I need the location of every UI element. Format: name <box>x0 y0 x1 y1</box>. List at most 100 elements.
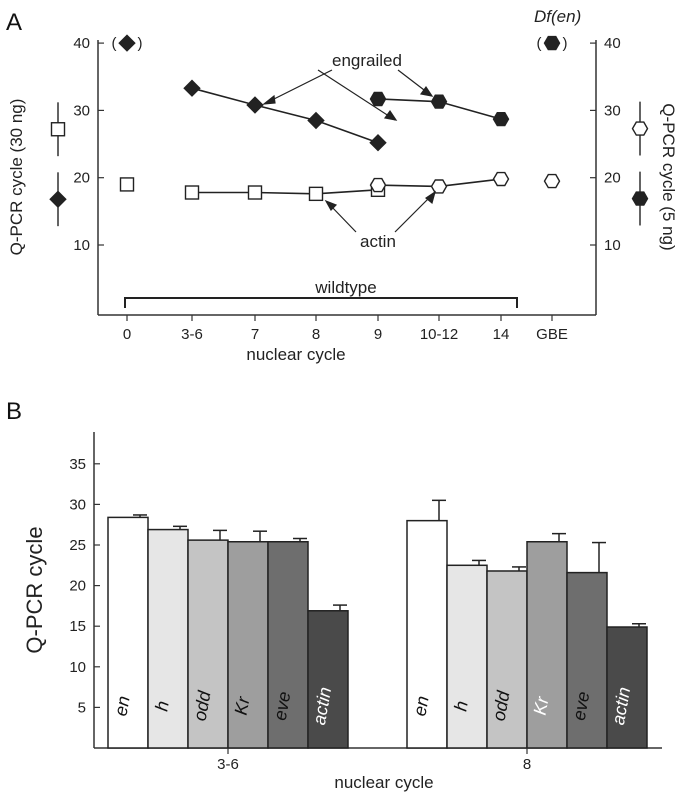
b-y-tick-label: 5 <box>78 699 86 716</box>
b-x-tick-label: 3-6 <box>217 756 239 773</box>
b-y-tick-label: 15 <box>69 618 86 635</box>
b-bar <box>227 541 269 749</box>
b-bar <box>147 528 189 749</box>
b-bar <box>486 570 528 749</box>
a-x-tick-label: 9 <box>374 326 382 343</box>
a-series-line <box>192 189 379 195</box>
b-bar <box>267 541 309 749</box>
a-data-point <box>118 34 136 52</box>
a-left-tick-label: 10 <box>73 237 90 254</box>
panel-a-left-y-axis-label: Q-PCR cycle (30 ng) <box>7 99 26 256</box>
a-data-point <box>492 111 510 127</box>
b-bar <box>187 539 229 749</box>
b-bar-odd-8: odd <box>486 566 528 749</box>
a-series-engrailed-filled-diamond <box>118 34 387 152</box>
b-bar-odd-3-6: odd <box>187 529 229 749</box>
b-bar-eve-3-6: eve <box>267 537 309 749</box>
annotation-arrows <box>262 69 437 233</box>
a-data-point <box>184 185 200 200</box>
panel-a-right-y-axis-label: Q-PCR cycle (5 ng) <box>659 103 678 250</box>
a-right-tick-label: 10 <box>604 237 621 254</box>
b-bar-eve-8: eve <box>566 541 608 749</box>
b-y-tick-label: 10 <box>69 659 86 676</box>
a-right-tick-label: 30 <box>604 102 621 119</box>
b-x-tick-label: 8 <box>523 756 531 773</box>
panel-b-y-axis-label: Q-PCR cycle <box>22 526 47 653</box>
b-bar-Kr-3-6: Kr <box>227 530 269 749</box>
a-series-line <box>191 87 379 144</box>
a-data-point <box>247 185 263 200</box>
a-x-tick-label: GBE <box>536 326 568 343</box>
b-bar-label: Kr <box>231 694 254 716</box>
b-y-tick-label: 20 <box>69 578 86 595</box>
b-bar-label: en <box>410 694 433 717</box>
b-y-tick-label: 35 <box>69 456 86 473</box>
a-x-tick-label: 3-6 <box>181 326 203 343</box>
b-y-tick-label: 25 <box>69 537 86 554</box>
paren-close: ) <box>138 35 143 52</box>
wildtype-bracket <box>124 297 518 308</box>
a-data-point <box>369 177 387 193</box>
b-bar <box>566 571 608 749</box>
a-series-actin-open-hexagon <box>369 171 561 194</box>
df-en-annotation: Df(en) <box>534 7 581 26</box>
a-left-tick-label: 30 <box>73 102 90 119</box>
a-data-point <box>246 96 264 114</box>
legend-open-square <box>50 122 66 137</box>
a-data-point <box>492 171 510 187</box>
legend-filled-diamond <box>49 190 67 208</box>
b-bar-h-8: h <box>446 559 488 749</box>
a-x-tick-label: 7 <box>251 326 259 343</box>
paren-open: ( <box>112 35 117 52</box>
b-y-tick-label: 30 <box>69 496 86 513</box>
paren-open: ( <box>537 35 542 52</box>
b-bar <box>526 541 568 749</box>
b-bar-label: Kr <box>530 694 553 716</box>
b-bar-label: eve <box>569 690 594 722</box>
a-data-point <box>369 133 387 152</box>
b-bar-en-3-6: en <box>107 514 149 749</box>
b-bar-actin-3-6: actin <box>307 604 349 749</box>
a-x-tick-label: 8 <box>312 326 320 343</box>
b-bar <box>107 516 149 749</box>
a-data-point <box>543 173 561 189</box>
b-bar <box>406 519 448 749</box>
b-bar-en-8: en <box>406 499 448 749</box>
a-x-tick-label: 10-12 <box>420 326 458 343</box>
a-data-point <box>543 35 561 51</box>
a-left-tick-label: 40 <box>73 35 90 52</box>
a-series-actin-open-square <box>119 177 386 202</box>
b-bar-h-3-6: h <box>147 525 189 749</box>
a-data-point <box>183 79 201 97</box>
b-bar <box>446 564 488 749</box>
a-data-point <box>119 177 135 192</box>
paren-close: ) <box>563 35 568 52</box>
actin-annotation: actin <box>360 232 396 251</box>
a-data-point <box>307 111 325 130</box>
panel-a-letter: A <box>6 9 22 36</box>
wildtype-annotation: wildtype <box>314 278 376 297</box>
panel-b-letter: B <box>6 398 22 425</box>
b-bar-Kr-8: Kr <box>526 532 568 749</box>
legend-open-hexagon <box>631 121 649 136</box>
a-x-tick-label: 0 <box>123 326 131 343</box>
a-data-point <box>308 186 324 202</box>
a-data-point <box>369 91 387 107</box>
b-bar-label: h <box>151 699 172 712</box>
a-right-tick-label: 20 <box>604 170 621 187</box>
panel-a-x-axis-label: nuclear cycle <box>246 345 345 364</box>
b-bar <box>307 610 349 749</box>
a-data-point <box>430 179 448 194</box>
b-bar-label: eve <box>270 690 295 722</box>
engrailed-annotation: engrailed <box>332 51 402 70</box>
b-bar-actin-8: actin <box>606 623 648 749</box>
a-left-tick-label: 20 <box>73 170 90 187</box>
a-data-point <box>430 94 448 109</box>
a-series-engrailed-filled-hexagon <box>369 35 561 127</box>
b-bar <box>606 626 648 749</box>
a-right-tick-label: 40 <box>604 35 621 52</box>
b-bar-label: en <box>111 694 134 717</box>
a-x-tick-label: 14 <box>493 326 510 343</box>
panel-b-x-axis-label: nuclear cycle <box>334 773 433 792</box>
